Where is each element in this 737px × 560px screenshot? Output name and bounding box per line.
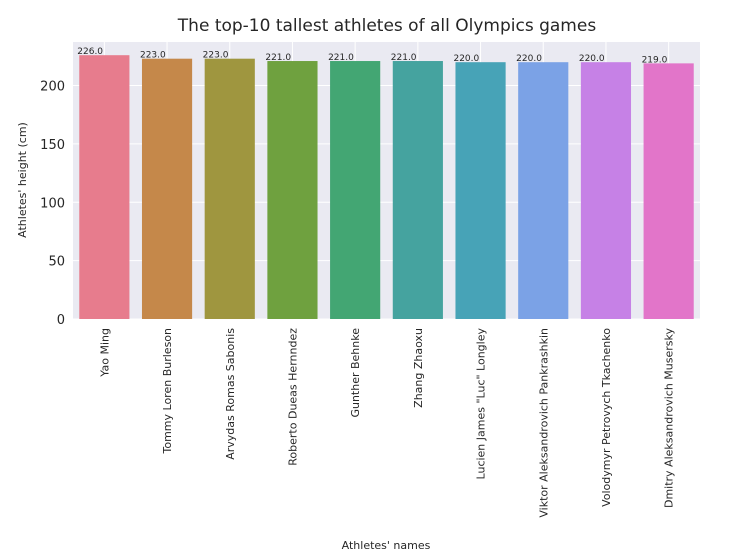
x-tick-label: Tommy Loren Burleson [161, 328, 174, 455]
x-tick-label: Lucien James "Luc" Longley [475, 328, 488, 480]
y-tick-label: 100 [40, 196, 65, 211]
data-label: 219.0 [642, 55, 668, 65]
bar [392, 61, 443, 319]
data-label: 223.0 [140, 51, 166, 61]
data-label: 226.0 [77, 47, 103, 57]
y-tick-label: 0 [57, 313, 65, 328]
chart-title: The top-10 tallest athletes of all Olymp… [177, 16, 597, 36]
data-label: 220.0 [579, 54, 605, 64]
y-axis-label: Athletes' height (cm) [16, 122, 29, 238]
x-tick-label: Gunther Behnke [349, 328, 362, 418]
data-labels: 226.0 223.0 223.0 221.0 221.0 221.0 220.0 220.0… [77, 47, 667, 65]
x-tick-label: Roberto Dueas Hernndez [286, 328, 299, 466]
bar [204, 58, 255, 319]
bar [455, 62, 506, 319]
y-tick-label: 50 [48, 255, 65, 270]
x-axis-ticks: Yao Ming Tommy Loren Burleson Arvydas Roma… [98, 328, 675, 518]
y-axis-ticks: 0 50 100 150 200 [40, 80, 65, 328]
bars [79, 55, 694, 319]
bar [79, 55, 130, 319]
bar [141, 58, 193, 319]
x-tick-label: Volodymyr Petrovych Tkachenko [600, 328, 613, 507]
data-label: 220.0 [453, 54, 479, 64]
data-label: 221.0 [391, 53, 417, 63]
bar [518, 62, 569, 319]
x-tick-label: Zhang Zhaoxu [412, 328, 425, 408]
bar [580, 62, 632, 319]
x-tick-label: Dmitry Aleksandrovich Musersky [663, 328, 676, 509]
bar [330, 61, 381, 319]
data-label: 223.0 [203, 51, 229, 61]
bar [267, 61, 318, 319]
x-axis-label: Athletes' names [342, 539, 431, 552]
y-tick-label: 200 [40, 80, 65, 95]
y-tick-label: 150 [40, 138, 65, 153]
data-label: 220.0 [516, 54, 542, 64]
data-label: 221.0 [328, 53, 354, 63]
bar [643, 63, 694, 319]
x-tick-label: Yao Ming [98, 328, 111, 378]
data-label: 221.0 [265, 53, 291, 63]
x-tick-label: Viktor Aleksandrovich Pankrashkin [537, 328, 550, 518]
x-tick-label: Arvydas Romas Sabonis [224, 328, 237, 460]
